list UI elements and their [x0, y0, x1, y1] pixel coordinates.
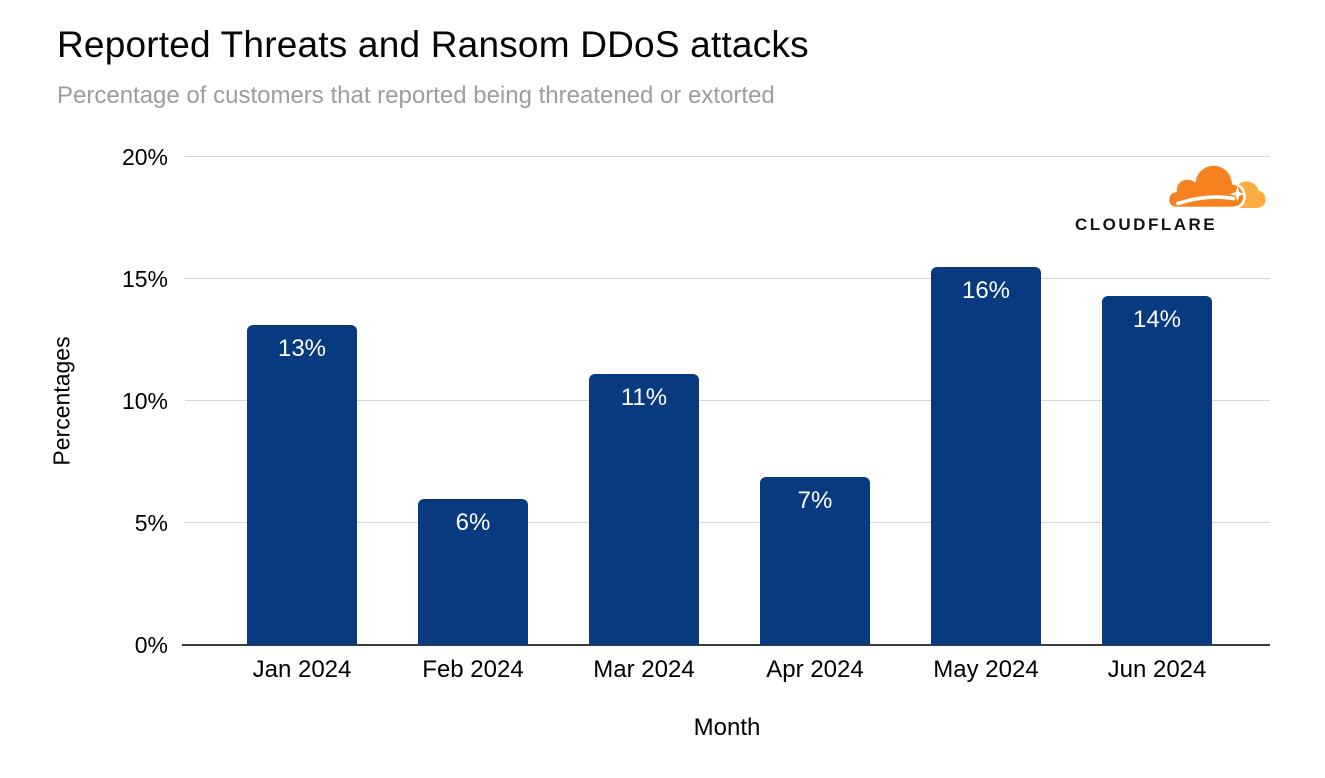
bar-value-label: 6%: [455, 509, 491, 536]
bar-may-2024: 16%: [931, 267, 1041, 645]
x-tick-label-may-2024: May 2024: [933, 656, 1039, 683]
y-axis-title: Percentages: [48, 336, 75, 466]
bar-jun-2024: 14%: [1102, 296, 1212, 645]
x-axis-line: [182, 644, 1270, 646]
chart-title: Reported Threats and Ransom DDoS attacks: [57, 24, 809, 65]
x-tick-label-jun-2024: Jun 2024: [1107, 656, 1207, 683]
x-tick-label-mar-2024: Mar 2024: [593, 656, 695, 683]
y-tick-label-15%: 15%: [121, 266, 168, 292]
x-tick-label-jan-2024: Jan 2024: [252, 656, 352, 683]
bar-feb-2024: 6%: [418, 499, 528, 645]
gridline-10%: [185, 400, 1270, 401]
bar-value-label: 13%: [277, 335, 327, 362]
plot-area: 13% 6% 11% 7% 16% 14%: [182, 156, 1270, 646]
cloudflare-logo: CLOUDFLARE: [1073, 162, 1269, 234]
cloudflare-wordmark: CLOUDFLARE: [1075, 215, 1218, 234]
x-tick-label-apr-2024: Apr 2024: [766, 656, 864, 683]
gridline-5%: [185, 522, 1270, 523]
bar-value-label: 7%: [797, 487, 833, 514]
bar-jan-2024: 13%: [247, 325, 357, 645]
bar-value-label: 16%: [961, 277, 1011, 304]
bar-mar-2024: 11%: [589, 374, 699, 645]
y-tick-label-0%: 0%: [134, 632, 168, 658]
gridline-20%: [185, 156, 1270, 157]
y-tick-label-5%: 5%: [134, 510, 168, 536]
y-tick-label-20%: 20%: [121, 144, 168, 170]
bar-value-label: 14%: [1132, 306, 1182, 333]
cloudflare-cloud-icon: [1166, 163, 1266, 210]
bar-value-label: 11%: [620, 384, 668, 411]
chart-subtitle: Percentage of customers that reported be…: [57, 82, 775, 109]
bar-apr-2024: 7%: [760, 477, 870, 645]
x-axis-title: Month: [693, 714, 761, 741]
y-tick-label-10%: 10%: [121, 388, 168, 414]
gridline-15%: [185, 278, 1270, 279]
x-tick-label-feb-2024: Feb 2024: [422, 656, 524, 683]
